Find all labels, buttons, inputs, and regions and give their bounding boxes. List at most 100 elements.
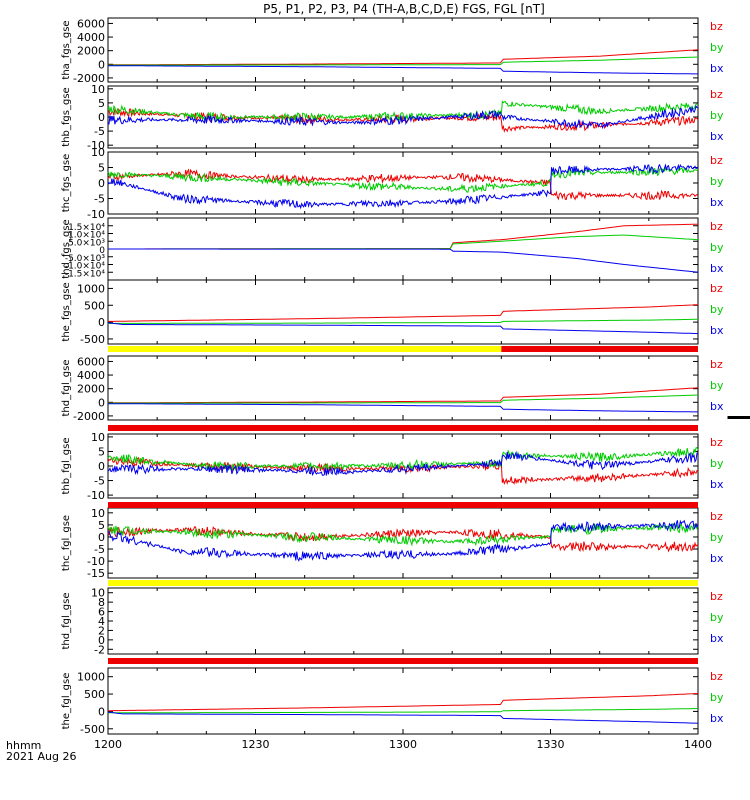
y-tick-label: 0 <box>98 58 105 71</box>
y-tick-label: 0 <box>99 246 105 256</box>
y-tick-label: 2000 <box>77 383 105 396</box>
y-tick-label: 500 <box>84 688 105 701</box>
y-tick-label: -500 <box>80 333 105 346</box>
y-tick-label: -2000 <box>73 410 105 423</box>
legend-bz: bz <box>710 220 723 233</box>
panel-ylabel: thc_fgs_gse <box>61 154 72 213</box>
y-tick-label: 0 <box>98 111 105 124</box>
legend-by: by <box>710 303 724 316</box>
legend-by: by <box>710 175 724 188</box>
legend-by: by <box>710 531 724 544</box>
series-by <box>107 166 699 193</box>
legend-bz: bz <box>710 510 723 523</box>
y-tick-label: 4 <box>98 615 105 628</box>
legend-bz: bz <box>710 670 723 683</box>
legend-bz: bz <box>710 154 723 167</box>
series-by <box>107 100 699 123</box>
y-tick-label: 6000 <box>77 17 105 30</box>
y-tick-label: 10 <box>91 507 105 520</box>
series-bx <box>108 403 698 413</box>
legend-by: by <box>710 379 724 392</box>
legend-by: by <box>710 611 724 624</box>
y-tick-label: 10 <box>91 83 105 96</box>
panel-ylabel: the_fgl_gse <box>61 673 72 730</box>
series-bz <box>108 49 699 66</box>
y-tick-label: -1.5×10⁴ <box>65 269 106 279</box>
legend-bz: bz <box>710 358 723 371</box>
series-bz <box>107 457 699 486</box>
legend-by: by <box>710 41 724 54</box>
series-bx <box>107 322 699 335</box>
panel-ylabel: thb_fgs_gse <box>61 87 72 146</box>
time-axis: 1200 1230 1300 1330 1400 <box>94 738 712 751</box>
y-tick-label: 10 <box>91 431 105 444</box>
time-axis-unit: hhmm <box>6 739 41 752</box>
panel-ylabel: thd_fgs_gse <box>61 219 72 278</box>
legend-bx: bx <box>710 632 724 645</box>
legend-bx: bx <box>710 478 724 491</box>
y-tick-label: 1.5×10⁴ <box>68 223 105 233</box>
panel-ylabel: thc_fgl_gse <box>61 515 72 571</box>
mode-bar-segment <box>108 346 502 352</box>
series-bx <box>107 105 698 130</box>
y-tick-label: -5 <box>94 543 105 556</box>
y-tick-label: 1000 <box>77 671 105 684</box>
y-tick-label: 4000 <box>77 369 105 382</box>
y-tick-label: 0 <box>98 460 105 473</box>
panel-ylabel: the_fgs_gse <box>61 282 72 341</box>
legend-bx: bx <box>710 552 724 565</box>
legend-bz: bz <box>710 590 723 603</box>
mode-bar-p8 <box>108 580 698 586</box>
x-tick-label: 1200 <box>94 738 122 751</box>
y-tick-label: 2000 <box>77 45 105 58</box>
legend-by: by <box>710 241 724 254</box>
mode-bar-segment <box>108 658 698 664</box>
series-by <box>108 56 699 66</box>
y-tick-label: -2 <box>94 643 105 656</box>
y-tick-label: 1000 <box>77 282 105 295</box>
mode-bar-segment <box>501 346 698 352</box>
y-tick-label: -15 <box>87 567 105 580</box>
panel-ylabel: thd_fgl_gse <box>61 593 72 650</box>
y-tick-label: 0 <box>98 531 105 544</box>
panel-p7: 105 0 -5-10 thb_fgl_gse bz by bx <box>61 431 724 502</box>
y-tick-label: -10 <box>87 208 105 221</box>
series-bz <box>108 693 699 712</box>
panel-ylabel: thd_fgl_gse <box>61 360 72 417</box>
y-tick-label: 6000 <box>77 355 105 368</box>
panel-frame <box>107 151 699 215</box>
panel-frame <box>107 507 699 579</box>
mode-bar-segment <box>108 502 698 508</box>
y-tick-label: 10 <box>91 146 105 159</box>
legend-bx: bx <box>710 712 724 725</box>
legend-bx: bx <box>710 130 724 143</box>
panel-ylabel: tha_fgs_gse <box>61 20 72 79</box>
legend-bz: bz <box>710 282 723 295</box>
series-by <box>107 447 699 472</box>
y-tick-label: 500 <box>84 299 105 312</box>
series-bx <box>107 163 699 210</box>
x-tick-label: 1330 <box>537 738 565 751</box>
y-tick-label: -5.0×10³ <box>65 254 106 264</box>
legend-by: by <box>710 457 724 470</box>
legend-bz: bz <box>710 20 723 33</box>
panel-frame <box>107 667 699 735</box>
y-tick-label: -1.0×10⁴ <box>65 262 106 272</box>
series-bz <box>108 223 699 250</box>
series-bx <box>107 519 699 562</box>
legend-bx: bx <box>710 196 724 209</box>
series-by <box>108 708 699 714</box>
series-by <box>108 394 699 404</box>
panel-frame <box>107 279 699 345</box>
y-tick-label: -5 <box>94 475 105 488</box>
y-tick-label: 5 <box>98 97 105 110</box>
y-tick-label: -10 <box>87 139 105 152</box>
y-tick-label: -5 <box>94 193 105 206</box>
x-tick-label: 1400 <box>684 738 712 751</box>
y-tick-label: -2000 <box>73 72 105 85</box>
figure-title: P5, P1, P2, P3, P4 (TH-A,B,C,D,E) FGS, F… <box>263 2 545 16</box>
